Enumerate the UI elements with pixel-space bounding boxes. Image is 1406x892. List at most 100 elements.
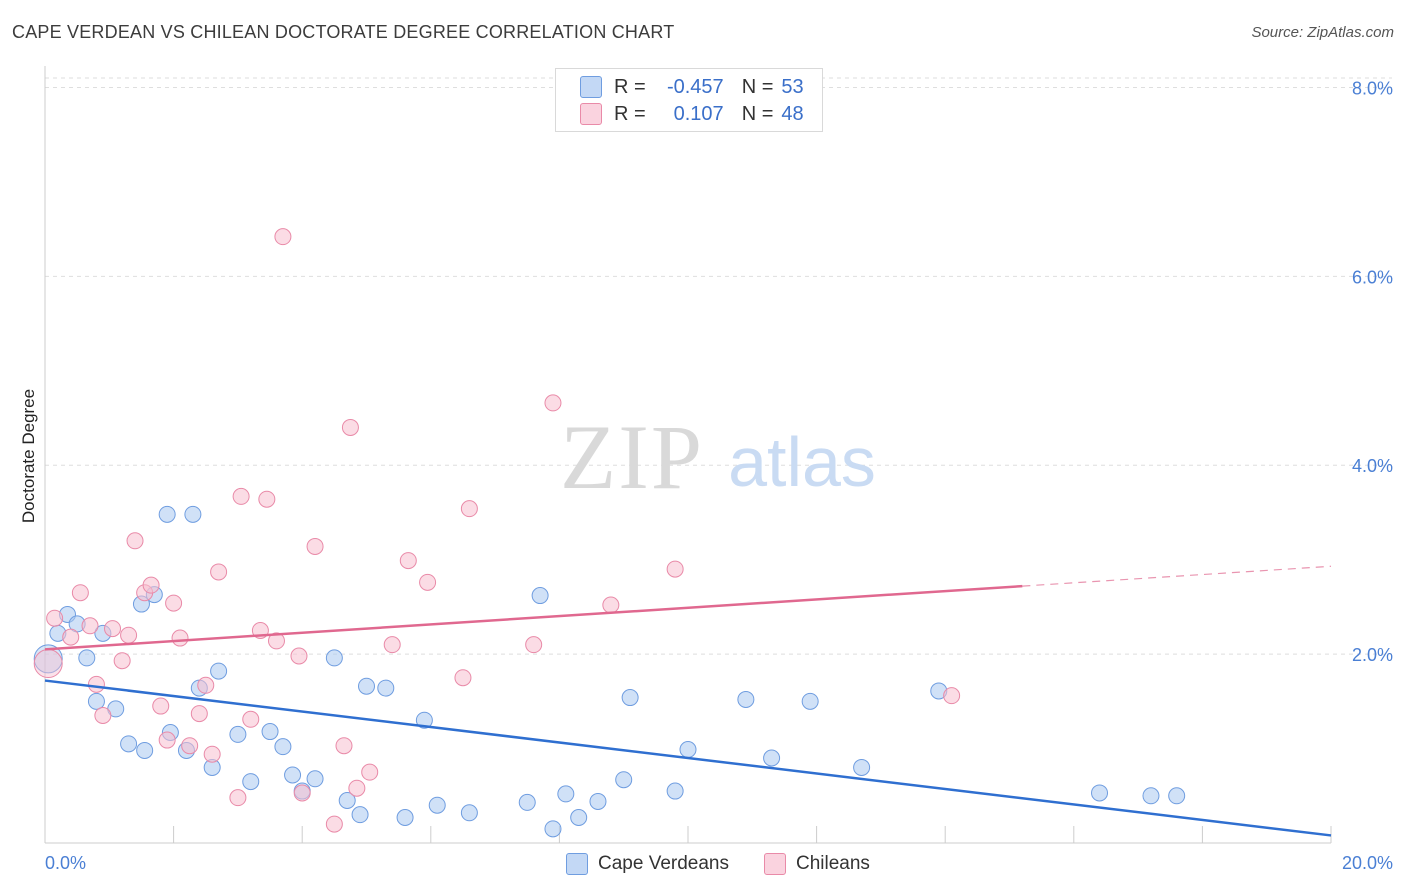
chilean-point bbox=[348, 779, 366, 797]
chilean-point bbox=[293, 784, 311, 802]
legend-n-label: N = bbox=[741, 75, 774, 98]
chilean-point bbox=[232, 487, 250, 505]
chilean-point bbox=[602, 596, 620, 614]
axes bbox=[44, 66, 1332, 844]
chilean-point bbox=[341, 418, 359, 436]
y-tick-label: 8.0% bbox=[1352, 78, 1393, 98]
chilean-trend-line bbox=[44, 584, 1023, 651]
cape-verdean-point bbox=[1142, 787, 1160, 805]
cape-verdean-point bbox=[338, 792, 356, 809]
chilean-point bbox=[306, 537, 324, 555]
cape-verdean-point bbox=[158, 505, 176, 523]
cape-verdean-point bbox=[1168, 787, 1186, 805]
source-label: Source: ZipAtlas.com bbox=[1251, 24, 1394, 41]
chilean-point bbox=[460, 500, 478, 518]
chilean-point bbox=[203, 745, 221, 763]
y-tick-label: 6.0% bbox=[1352, 267, 1393, 287]
chilean-point bbox=[158, 731, 176, 749]
y-tick-label: 2.0% bbox=[1352, 645, 1393, 665]
legend-r-label: R = bbox=[614, 75, 646, 98]
cape-verdean-point bbox=[679, 741, 697, 758]
cape-verdean-point bbox=[396, 809, 414, 826]
cape-verdean-point bbox=[377, 679, 395, 697]
chilean-point bbox=[525, 636, 543, 654]
cape-verdean-point bbox=[306, 770, 324, 788]
chilean-point bbox=[190, 705, 208, 723]
cape-verdeans-points bbox=[33, 505, 1186, 838]
chilean-point bbox=[399, 552, 417, 570]
cape-verdean-point bbox=[666, 782, 684, 800]
cape-verdean-point bbox=[531, 587, 549, 605]
chilean-point bbox=[361, 763, 379, 781]
cape-verdean-point bbox=[557, 785, 575, 803]
series-swatch-pink bbox=[764, 853, 786, 875]
chilean-point bbox=[544, 394, 562, 412]
cape-verdean-point bbox=[120, 735, 138, 753]
legend-n-label: N = bbox=[741, 102, 774, 125]
series-legend-cape-verdeans: Cape Verdeans bbox=[566, 851, 729, 877]
chilean-point bbox=[274, 228, 292, 246]
cape-verdean-point bbox=[284, 766, 302, 784]
cape-verdean-point bbox=[87, 692, 105, 710]
watermark: ZIP atlas bbox=[560, 406, 876, 508]
chilean-point bbox=[454, 669, 472, 687]
chilean-point bbox=[142, 576, 160, 594]
chilean-point bbox=[210, 563, 228, 581]
tick-labels: 2.0% 4.0% 6.0% 8.0% 0.0% 20.0% bbox=[45, 78, 1393, 873]
cape-verdean-point bbox=[325, 649, 343, 667]
chilean-point bbox=[943, 687, 961, 705]
cape-verdean-point bbox=[210, 662, 228, 680]
chilean-point bbox=[126, 532, 144, 550]
series-swatch-blue bbox=[566, 853, 588, 875]
chilean-trend-extension bbox=[1022, 565, 1332, 587]
chilean-point bbox=[113, 652, 131, 670]
cape-verdean-point bbox=[351, 806, 369, 824]
gridlines bbox=[45, 77, 1392, 655]
cape-verdean-point bbox=[242, 773, 260, 791]
legend-r-label: R = bbox=[614, 102, 646, 125]
watermark-zip: ZIP bbox=[560, 406, 704, 508]
cape-verdean-point bbox=[589, 792, 607, 810]
legend-swatch-pink bbox=[580, 103, 602, 125]
x-tick-label: 0.0% bbox=[45, 853, 86, 873]
cape-verdean-point bbox=[544, 820, 562, 838]
cape-verdean-point bbox=[184, 505, 202, 523]
cape-verdean-point bbox=[460, 804, 478, 822]
legend-swatch-blue bbox=[580, 76, 602, 98]
cape-verdean-trend-line bbox=[44, 679, 1332, 837]
cape-verdean-point bbox=[1091, 784, 1109, 802]
chilean-point bbox=[258, 490, 276, 508]
legend-r-value: -0.457 bbox=[666, 75, 724, 98]
legend-row-cape-verdeans: R = -0.457 N = 53 bbox=[580, 74, 804, 100]
chilean-point bbox=[120, 626, 138, 644]
chilean-point bbox=[104, 620, 122, 638]
chilean-point bbox=[71, 584, 89, 602]
chilean-point bbox=[666, 560, 684, 578]
chilean-point bbox=[165, 594, 183, 612]
y-tick-label: 4.0% bbox=[1352, 456, 1393, 476]
x-tick-label: 20.0% bbox=[1342, 853, 1393, 873]
legend-n-value: 48 bbox=[781, 102, 804, 125]
cape-verdean-point bbox=[428, 796, 446, 814]
chilean-point bbox=[267, 632, 285, 650]
chilean-point bbox=[383, 636, 401, 654]
cape-verdean-point bbox=[737, 690, 755, 708]
chilean-point bbox=[181, 737, 199, 755]
chilean-point bbox=[242, 710, 260, 728]
chilean-point bbox=[81, 617, 99, 635]
cape-verdean-point bbox=[518, 793, 536, 811]
chilean-point bbox=[46, 609, 64, 627]
legend-row-chileans: R = 0.107 N = 48 bbox=[580, 101, 804, 127]
chilean-point bbox=[229, 789, 247, 807]
cape-verdean-point bbox=[229, 725, 247, 743]
cape-verdean-point bbox=[261, 723, 279, 741]
chilean-point bbox=[197, 676, 215, 694]
cape-verdean-point bbox=[801, 692, 819, 710]
chilean-point bbox=[62, 628, 80, 646]
chilean-point bbox=[325, 815, 343, 833]
series-name: Chileans bbox=[796, 853, 870, 874]
cape-verdean-point bbox=[78, 649, 96, 667]
cape-verdean-point bbox=[763, 749, 781, 767]
chilean-point bbox=[335, 737, 353, 755]
